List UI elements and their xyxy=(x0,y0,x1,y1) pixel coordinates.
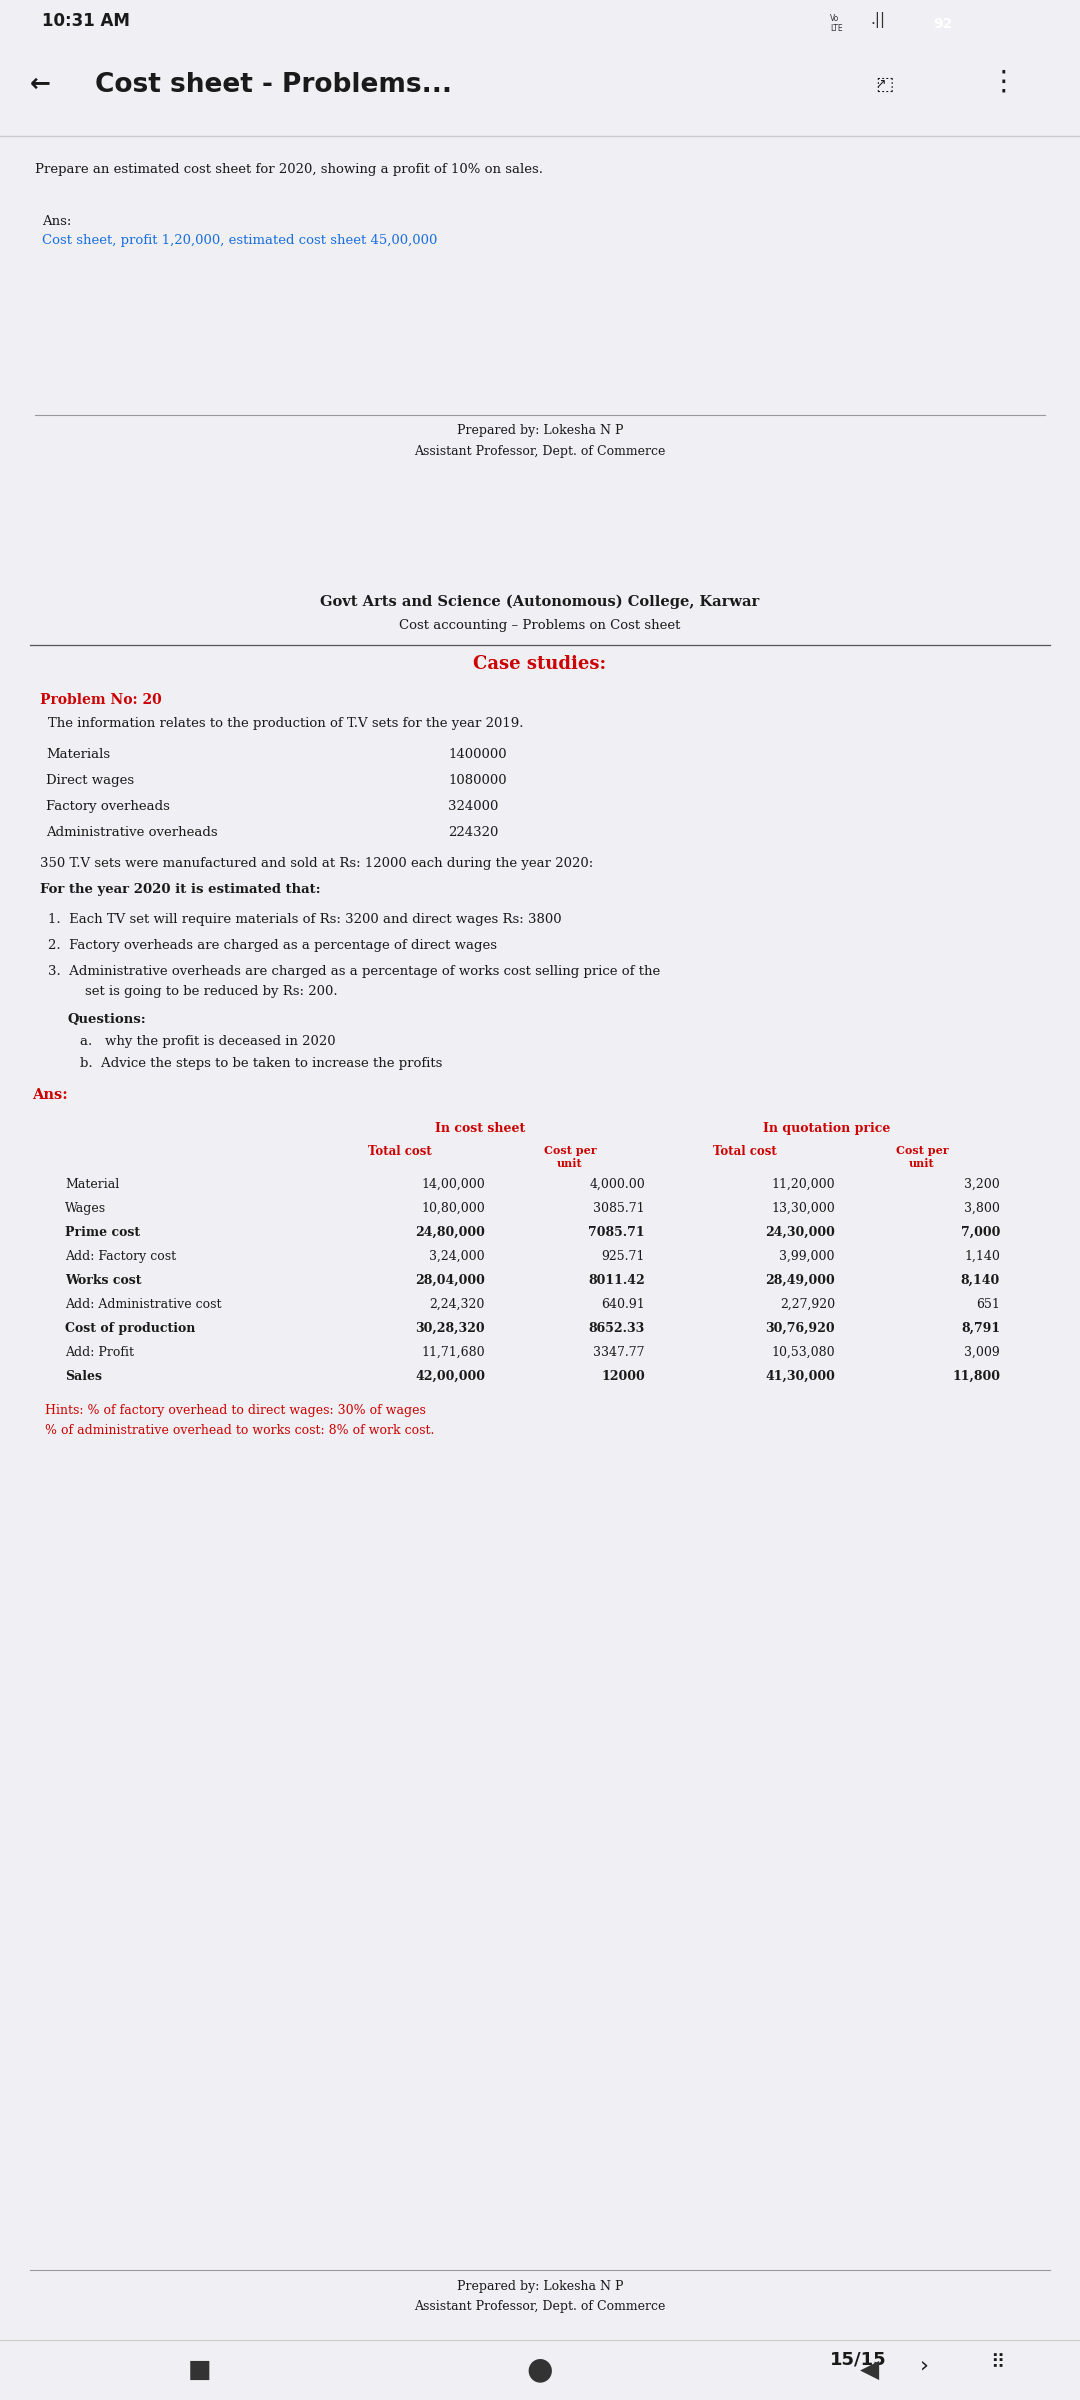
Text: Add: Administrative cost: Add: Administrative cost xyxy=(65,1298,221,1310)
Text: Add: Profit: Add: Profit xyxy=(65,1346,134,1358)
Text: ↗: ↗ xyxy=(875,77,886,91)
Text: a.   why the profit is deceased in 2020: a. why the profit is deceased in 2020 xyxy=(80,1034,336,1049)
Text: 3,009: 3,009 xyxy=(964,1346,1000,1358)
Text: Administrative overheads: Administrative overheads xyxy=(46,826,218,840)
Text: Cost of production: Cost of production xyxy=(65,1322,195,1334)
Text: Total cost: Total cost xyxy=(368,1145,432,1157)
Text: Questions:: Questions: xyxy=(68,1013,147,1027)
Text: The information relates to the production of T.V sets for the year 2019.: The information relates to the productio… xyxy=(48,718,524,730)
Text: Cost accounting – Problems on Cost sheet: Cost accounting – Problems on Cost sheet xyxy=(400,619,680,631)
Text: 350 T.V sets were manufactured and sold at Rs: 12000 each during the year 2020:: 350 T.V sets were manufactured and sold … xyxy=(40,857,593,869)
Text: % of administrative overhead to works cost: 8% of work cost.: % of administrative overhead to works co… xyxy=(45,1423,434,1438)
Text: Prepare an estimated cost sheet for 2020, showing a profit of 10% on sales.: Prepare an estimated cost sheet for 2020… xyxy=(35,163,543,175)
Text: Direct wages: Direct wages xyxy=(46,773,134,787)
Text: 4,000.00: 4,000.00 xyxy=(590,1178,645,1190)
Text: b.  Advice the steps to be taken to increase the profits: b. Advice the steps to be taken to incre… xyxy=(80,1056,443,1070)
Text: 13,30,000: 13,30,000 xyxy=(771,1202,835,1214)
Text: ⋮: ⋮ xyxy=(990,67,1017,96)
Text: 41,30,000: 41,30,000 xyxy=(765,1370,835,1382)
Text: 10,53,080: 10,53,080 xyxy=(771,1346,835,1358)
Text: 28,04,000: 28,04,000 xyxy=(415,1274,485,1286)
Text: 3347.77: 3347.77 xyxy=(594,1346,645,1358)
Text: 11,71,680: 11,71,680 xyxy=(421,1346,485,1358)
Text: 8652.33: 8652.33 xyxy=(589,1322,645,1334)
Text: 8011.42: 8011.42 xyxy=(589,1274,645,1286)
Text: Govt Arts and Science (Autonomous) College, Karwar: Govt Arts and Science (Autonomous) Colle… xyxy=(321,595,759,610)
Text: Sales: Sales xyxy=(65,1370,102,1382)
Text: Prepared by: Lokesha N P: Prepared by: Lokesha N P xyxy=(457,425,623,437)
Text: 3,24,000: 3,24,000 xyxy=(430,1250,485,1262)
Text: For the year 2020 it is estimated that:: For the year 2020 it is estimated that: xyxy=(40,883,321,895)
Text: 30,28,320: 30,28,320 xyxy=(416,1322,485,1334)
Text: 3.  Administrative overheads are charged as a percentage of works cost selling p: 3. Administrative overheads are charged … xyxy=(48,965,660,979)
Text: 12000: 12000 xyxy=(602,1370,645,1382)
Text: 10,80,000: 10,80,000 xyxy=(421,1202,485,1214)
Text: 8,791: 8,791 xyxy=(961,1322,1000,1334)
Text: 1,140: 1,140 xyxy=(964,1250,1000,1262)
Text: 30,76,920: 30,76,920 xyxy=(766,1322,835,1334)
Text: In cost sheet: In cost sheet xyxy=(435,1121,525,1135)
Text: Cost sheet - Problems...: Cost sheet - Problems... xyxy=(95,72,453,98)
Text: In quotation price: In quotation price xyxy=(764,1121,891,1135)
Text: 324000: 324000 xyxy=(448,799,498,814)
Text: 3,99,000: 3,99,000 xyxy=(780,1250,835,1262)
Text: .||: .|| xyxy=(870,12,886,29)
Text: 42,00,000: 42,00,000 xyxy=(415,1370,485,1382)
Text: ←: ← xyxy=(30,72,51,96)
Text: Vo
LTE: Vo LTE xyxy=(831,14,842,34)
Text: 7,000: 7,000 xyxy=(960,1226,1000,1238)
Text: 8,140: 8,140 xyxy=(961,1274,1000,1286)
Text: 28,49,000: 28,49,000 xyxy=(766,1274,835,1286)
Text: 2,24,320: 2,24,320 xyxy=(430,1298,485,1310)
Text: Add: Factory cost: Add: Factory cost xyxy=(65,1250,176,1262)
Text: Hints: % of factory overhead to direct wages: 30% of wages: Hints: % of factory overhead to direct w… xyxy=(45,1404,426,1416)
Text: Total cost: Total cost xyxy=(713,1145,777,1157)
Text: 3,200: 3,200 xyxy=(964,1178,1000,1190)
Text: Prime cost: Prime cost xyxy=(65,1226,140,1238)
Text: 1400000: 1400000 xyxy=(448,749,507,761)
Text: Case studies:: Case studies: xyxy=(473,655,607,672)
Text: Cost per
unit: Cost per unit xyxy=(895,1145,948,1169)
Text: Prepared by: Lokesha N P: Prepared by: Lokesha N P xyxy=(457,2280,623,2292)
Text: Works cost: Works cost xyxy=(65,1274,141,1286)
Text: 2,27,920: 2,27,920 xyxy=(780,1298,835,1310)
Text: Wages: Wages xyxy=(65,1202,106,1214)
Text: 651: 651 xyxy=(976,1298,1000,1310)
Text: 15/15: 15/15 xyxy=(831,2350,887,2369)
Text: 1080000: 1080000 xyxy=(448,773,507,787)
Text: ◀: ◀ xyxy=(861,2357,879,2381)
Text: ⠿: ⠿ xyxy=(990,2352,1004,2371)
Text: 10:31 AM: 10:31 AM xyxy=(42,12,130,29)
Text: 14,00,000: 14,00,000 xyxy=(421,1178,485,1190)
Text: 224320: 224320 xyxy=(448,826,498,840)
Text: ⬚: ⬚ xyxy=(875,74,893,94)
Text: Ans:: Ans: xyxy=(32,1087,68,1102)
Text: ›: › xyxy=(920,2354,929,2376)
Text: Assistant Professor, Dept. of Commerce: Assistant Professor, Dept. of Commerce xyxy=(415,2299,665,2314)
Text: Factory overheads: Factory overheads xyxy=(46,799,170,814)
Text: Material: Material xyxy=(65,1178,119,1190)
Text: 2.  Factory overheads are charged as a percentage of direct wages: 2. Factory overheads are charged as a pe… xyxy=(48,938,497,953)
Text: 7085.71: 7085.71 xyxy=(589,1226,645,1238)
Text: set is going to be reduced by Rs: 200.: set is going to be reduced by Rs: 200. xyxy=(68,984,338,998)
Text: ●: ● xyxy=(527,2354,553,2383)
Text: 1.  Each TV set will require materials of Rs: 3200 and direct wages Rs: 3800: 1. Each TV set will require materials of… xyxy=(48,912,562,926)
Text: 11,800: 11,800 xyxy=(951,1370,1000,1382)
Text: 640.91: 640.91 xyxy=(602,1298,645,1310)
Text: Cost per
unit: Cost per unit xyxy=(543,1145,596,1169)
Text: 24,80,000: 24,80,000 xyxy=(415,1226,485,1238)
Text: 925.71: 925.71 xyxy=(602,1250,645,1262)
Text: 11,20,000: 11,20,000 xyxy=(771,1178,835,1190)
Text: Materials: Materials xyxy=(46,749,110,761)
Text: ■: ■ xyxy=(188,2357,212,2381)
Text: Assistant Professor, Dept. of Commerce: Assistant Professor, Dept. of Commerce xyxy=(415,444,665,458)
Text: 3085.71: 3085.71 xyxy=(593,1202,645,1214)
Text: Ans:: Ans: xyxy=(42,216,71,228)
Text: 92: 92 xyxy=(933,17,953,31)
Text: Problem No: 20: Problem No: 20 xyxy=(40,694,162,708)
Text: Cost sheet, profit 1,20,000, estimated cost sheet 45,00,000: Cost sheet, profit 1,20,000, estimated c… xyxy=(42,233,437,247)
Text: 3,800: 3,800 xyxy=(964,1202,1000,1214)
Text: 24,30,000: 24,30,000 xyxy=(765,1226,835,1238)
